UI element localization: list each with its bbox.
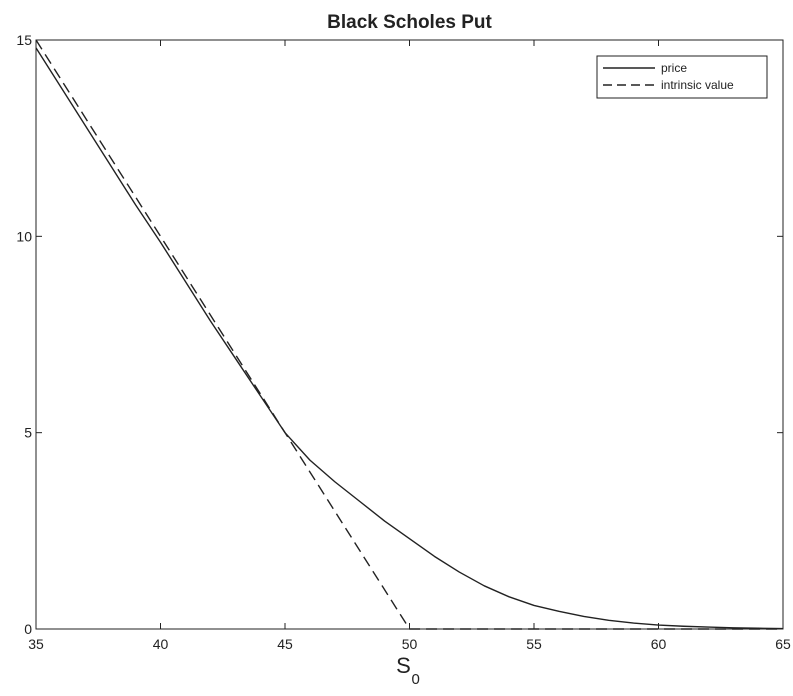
x-tick-label: 65 [775, 636, 791, 652]
legend-box [596, 55, 768, 99]
series-line-price [35, 47, 784, 630]
x-tick-label: 55 [526, 636, 542, 652]
axis-ticks: 35 40 45 50 55 60 65 0 5 10 15 [16, 32, 791, 652]
series-group [35, 39, 784, 630]
legend-entry-label: intrinsic value [661, 78, 734, 92]
x-tick-label: 45 [277, 636, 293, 652]
y-tick-label: 5 [24, 425, 32, 441]
plot-area [35, 39, 784, 630]
legend: price intrinsic value [596, 55, 768, 99]
y-tick-label: 10 [16, 228, 32, 244]
x-tick-label: 35 [28, 636, 44, 652]
x-axis-label: S 0 [396, 653, 420, 688]
y-tick-label: 15 [16, 32, 32, 48]
x-axis-label-text: S [396, 653, 411, 678]
x-axis-label-subscript: 0 [412, 671, 420, 688]
chart-title: Black Scholes Put [327, 12, 492, 33]
x-tick-label: 60 [651, 636, 667, 652]
x-tick-label: 40 [153, 636, 169, 652]
x-tick-label: 50 [402, 636, 418, 652]
plot-frame [35, 39, 784, 630]
legend-entry-label: price [661, 61, 687, 75]
y-tick-label: 0 [24, 621, 32, 637]
series-line-intrinsic-value [35, 39, 783, 630]
